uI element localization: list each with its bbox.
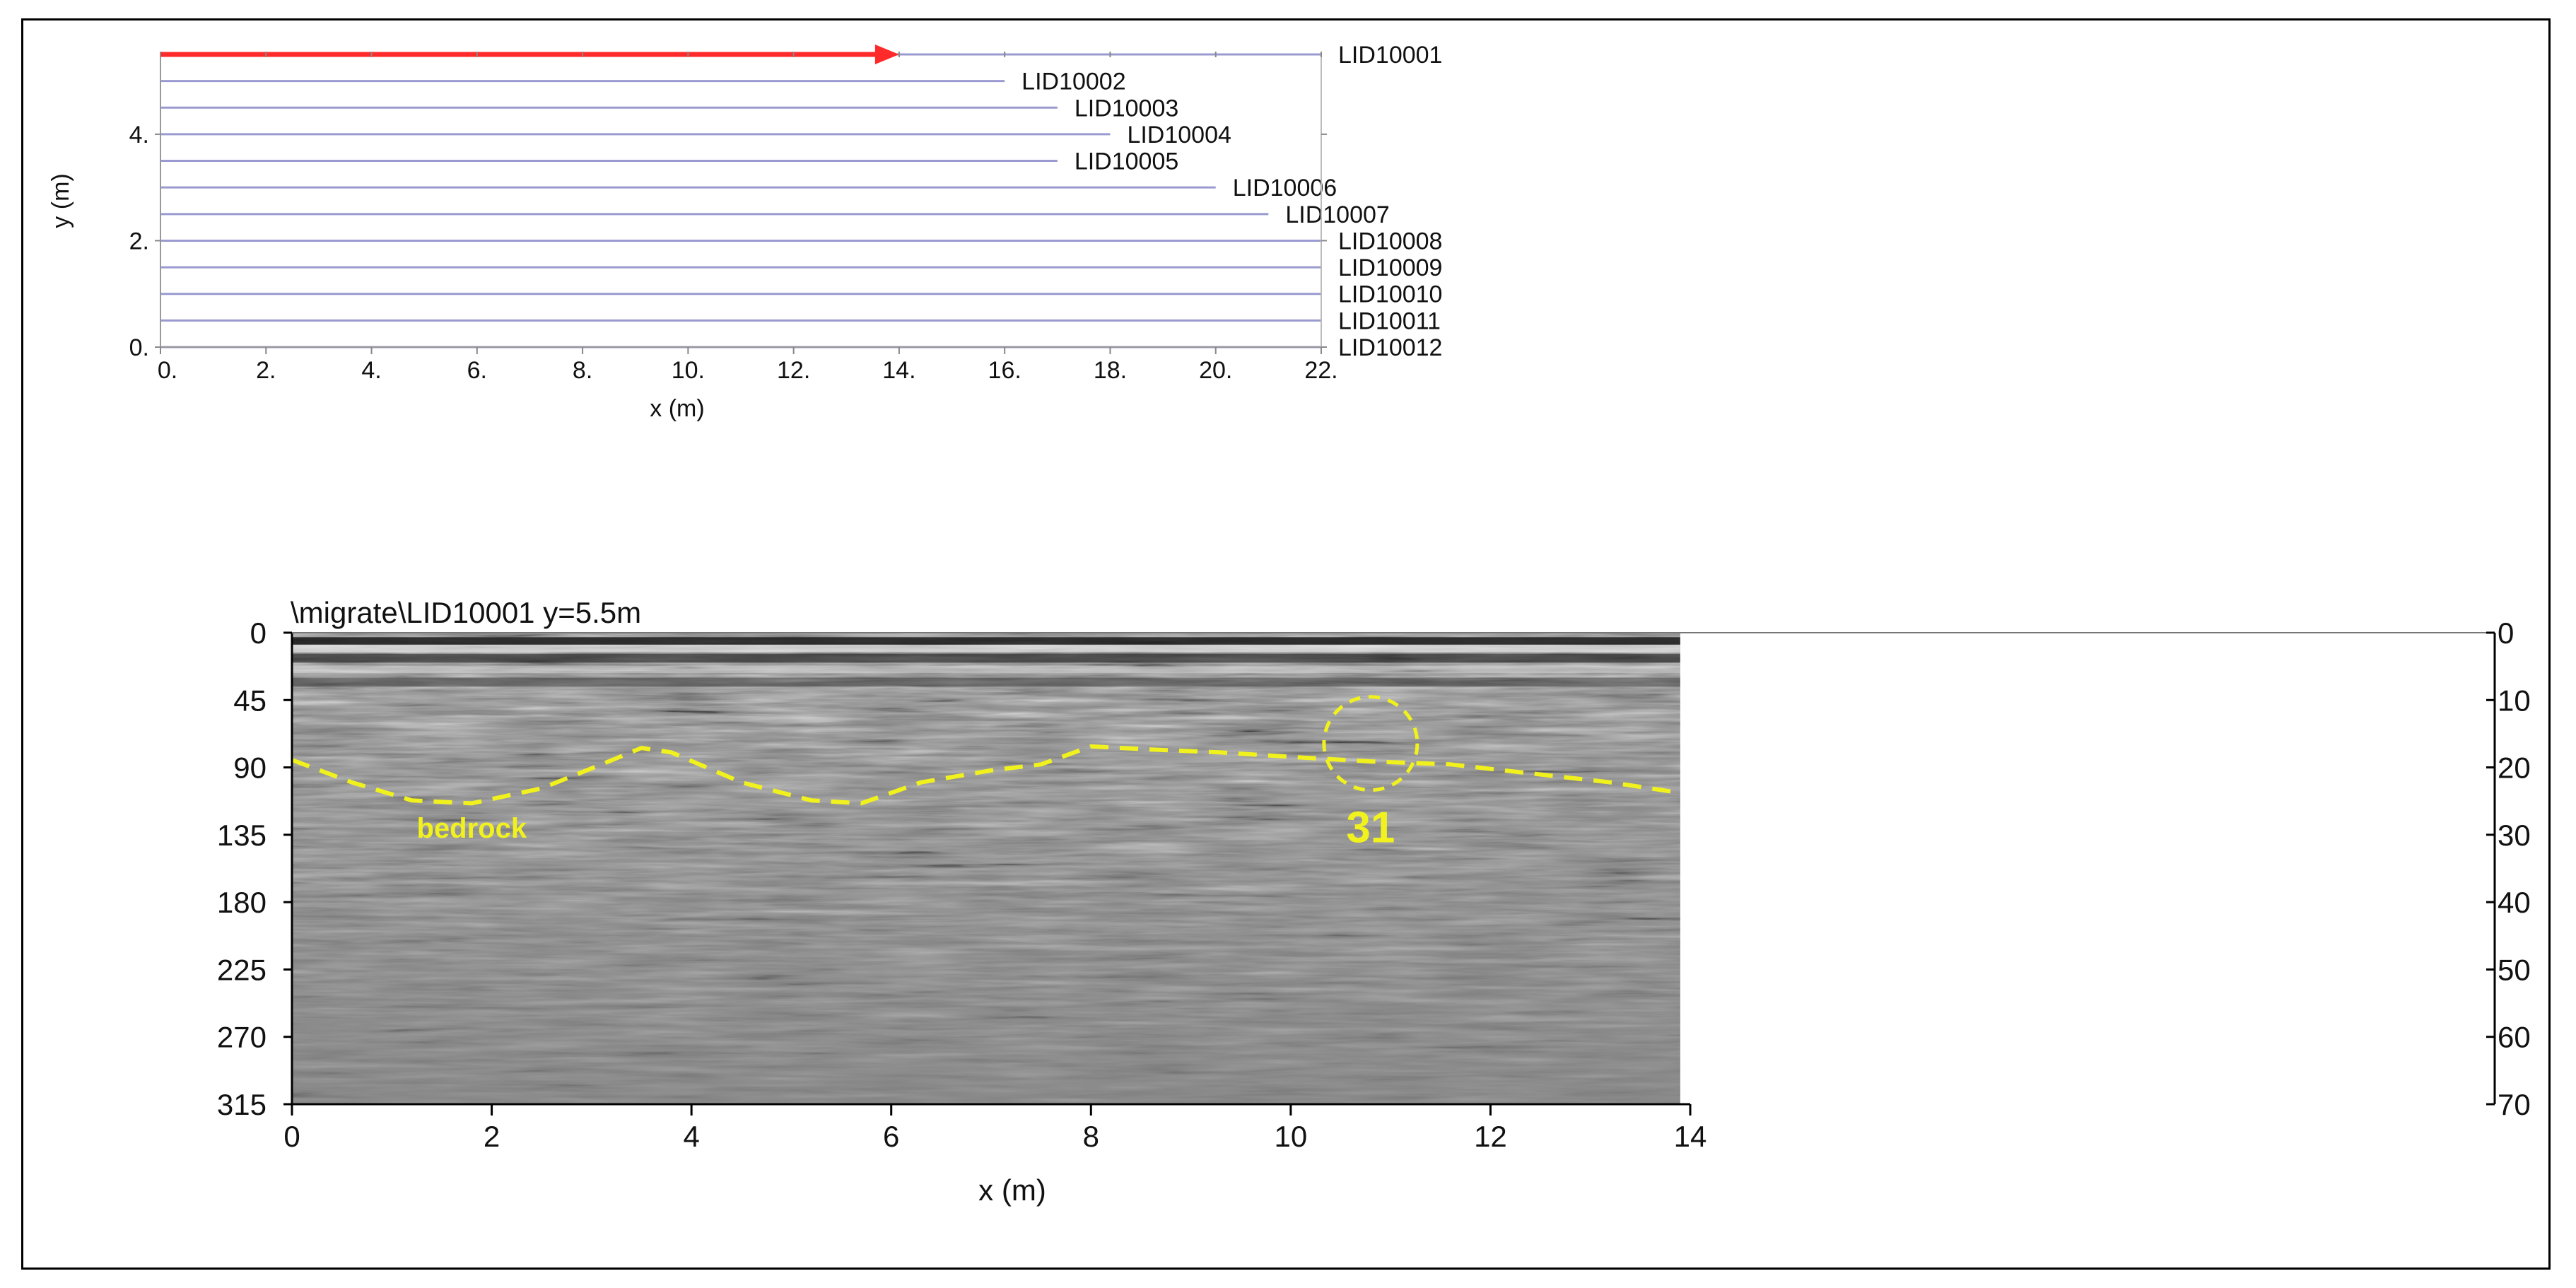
x-tick-label: 14. [882,357,915,384]
survey-line-label: LID10005 [1075,148,1178,175]
left-tick-label: 90 [233,751,267,785]
left-tick-label: 315 [217,1088,267,1121]
x-tick-label: 22. [1304,357,1337,384]
y-tick-label: 4. [129,122,149,148]
survey-layout-chart: LID10001 LID10002LID10003LID10004LID10005… [47,42,1442,422]
x-axis-title: x (m) [650,395,704,422]
x-tick-label: 20. [1199,357,1232,384]
left-tick-label: 180 [217,886,267,919]
x-tick-label: 10 [1274,1120,1307,1153]
figure-frame: LID10001 LID10002 LID10003 LID10004 LID10005… [21,18,2551,1270]
x-tick-label: 6. [467,357,487,384]
x-tick-label: 8 [1083,1120,1099,1153]
right-tick-label: 30 [2498,819,2531,852]
radargram-image [292,633,1680,1104]
right-tick-label: 50 [2498,953,2531,986]
survey-line-label: LID10004 [1127,122,1231,148]
right-tick-label: 40 [2498,886,2531,919]
x-tick-label: 6 [883,1120,899,1153]
left-tick-label: 135 [217,819,267,852]
survey-line-label: LID10003 [1075,95,1178,122]
survey-line-label: LID10001 [1338,42,1442,69]
radargram-chart: \migrate\LID10001 y=5.5m bedrock 31 0 45 90… [217,596,2531,1207]
right-tick-label: 70 [2498,1088,2531,1121]
x-tick-label: 16. [988,357,1021,384]
survey-line-label: LID10009 [1338,254,1442,281]
target-circle [1322,695,1419,792]
x-tick-label: 2. [256,357,276,384]
x-tick-label: 12 [1474,1120,1507,1153]
survey-line-label: LID10008 [1338,228,1442,254]
x-tick-label: 0 [283,1120,300,1153]
radargram-title: \migrate\LID10001 y=5.5m [291,596,641,629]
bedrock-line [291,744,1681,806]
survey-line-label: LID10007 [1285,201,1389,228]
bedrock-label: bedrock [417,813,527,844]
reflection-band [292,665,1680,674]
x-tick-label: 0. [158,357,177,384]
radargram-depth-fade [292,633,1680,1104]
target-label: 31 [1346,804,1395,853]
x-tick-label: 18. [1094,357,1127,384]
left-tick-label: 270 [217,1021,267,1054]
left-tick-label: 0 [250,616,267,650]
right-tick-label: 0 [2498,616,2514,650]
left-tick-label: 225 [217,953,267,986]
x-tick-label: 8. [573,357,592,384]
left-tick-label: 45 [233,684,267,717]
right-tick-label: 10 [2498,684,2531,717]
survey-line-label: LID10010 [1338,281,1442,308]
x-axis-title: x (m) [978,1173,1046,1207]
y-tick-label: 2. [129,228,149,254]
x-tick-label: 4. [361,357,381,384]
y-axis-title: y (m) [47,173,74,228]
x-tick-label: 2 [484,1120,500,1153]
x-tick-label: 12. [777,357,810,384]
reflection-band [292,653,1680,663]
right-tick-label: 60 [2498,1021,2531,1054]
survey-line-label: LID10002 [1021,69,1125,95]
right-tick-label: 20 [2498,751,2531,785]
survey-line-label: LID10011 [1338,308,1441,334]
reflection-band [292,637,1680,645]
survey-line-label: LID10006 [1233,175,1337,201]
survey-line-label: LID10012 [1338,334,1442,361]
x-tick-label: 14 [1674,1120,1707,1153]
x-tick-label: 4 [683,1120,699,1153]
x-tick-label: 10. [672,357,705,384]
reflection-band [292,644,1680,652]
y-tick-label: 0. [129,334,149,361]
reflection-band [292,677,1680,687]
figure-canvas: LID10001 LID10002LID10003LID10004LID10005… [47,42,2531,1207]
direction-arrow-head [874,45,899,64]
